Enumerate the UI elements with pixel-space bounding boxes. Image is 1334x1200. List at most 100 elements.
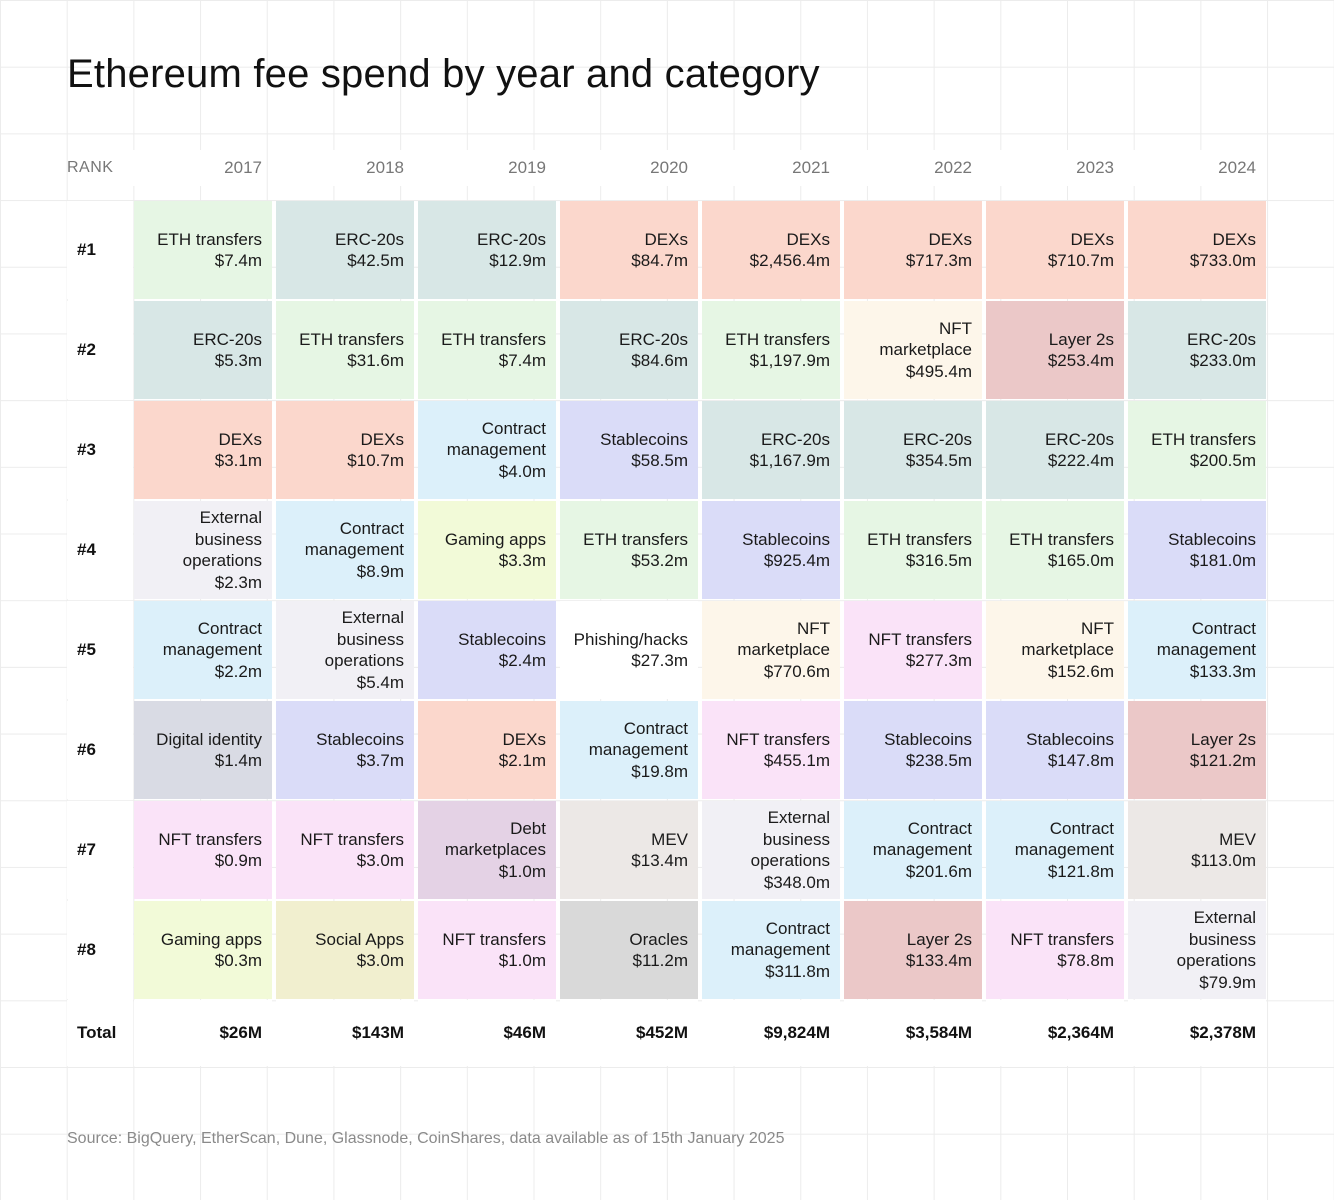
cell-category-label: management — [304, 540, 404, 560]
cell-value: $201.6m — [905, 861, 972, 881]
cell-value: $121.8m — [1047, 861, 1114, 881]
table-cell: DEXs $2,456.4m — [702, 201, 840, 299]
cell-category-label: ERC-20s — [477, 229, 546, 249]
cell-value: $1,167.9m — [749, 451, 830, 470]
total-value: $3,584M — [844, 1000, 982, 1066]
cell-category-label: DEXs — [1212, 229, 1256, 249]
cell-value: $4.0m — [498, 461, 546, 481]
cell-category-label: marketplace — [879, 340, 972, 360]
table-cell: ERC-20s $1,167.9m — [702, 401, 840, 499]
table-cell: ETH transfers $31.6m — [276, 301, 414, 399]
cell-category-label: management — [162, 640, 262, 660]
cell-category-label: ERC-20s — [193, 329, 262, 349]
cell-value: $13.4m — [631, 851, 688, 870]
table-cell: ETH transfers $7.4m — [134, 201, 272, 299]
cell-value: $133.3m — [1189, 661, 1256, 681]
cell-value: $147.8m — [1047, 751, 1114, 770]
cell-value: $222.4m — [1047, 451, 1114, 470]
cell-category-label: External — [341, 608, 404, 627]
cell-category-label: business — [194, 529, 262, 549]
table-cell: ETH transfers $53.2m — [560, 501, 698, 599]
total-value: $452M — [560, 1000, 698, 1066]
year-header: 2022 — [837, 150, 972, 186]
cell-category-label: NFT transfers — [1010, 929, 1114, 949]
cell-category-label: marketplaces — [444, 840, 546, 860]
cell-category-label: operations — [182, 551, 262, 570]
table-cell: NFT transfers $277.3m — [844, 601, 982, 699]
cell-value: $113.0m — [1191, 851, 1256, 870]
cell-category-label: DEXs — [218, 429, 262, 449]
cell-category-label: Layer 2s — [1190, 729, 1256, 749]
source-note: Source: BigQuery, EtherScan, Dune, Glass… — [67, 1130, 785, 1147]
cell-category-label: DEXs — [502, 729, 546, 749]
table-cell: Contract management $8.9m — [276, 501, 414, 599]
cell-category-label: NFT — [938, 318, 972, 338]
table-cell: ERC-20s $233.0m — [1128, 301, 1266, 399]
table-cell: ERC-20s $84.6m — [560, 301, 698, 399]
rank-label: #5 — [67, 601, 133, 699]
cell-category-label: Debt — [510, 818, 546, 838]
total-value: $143M — [276, 1000, 414, 1066]
cell-value: $455.1m — [763, 751, 830, 770]
cell-value: $311.8m — [765, 961, 830, 981]
table-cell: NFT marketplace $495.4m — [844, 301, 982, 399]
year-header: 2023 — [979, 150, 1114, 186]
rank-label: #1 — [67, 201, 133, 299]
table-cell: MEV $13.4m — [560, 801, 698, 899]
cell-category-label: NFT transfers — [158, 829, 262, 849]
cell-category-label: business — [762, 829, 830, 849]
table-cell: Debt marketplaces $1.0m — [418, 801, 556, 899]
cell-category-label: Contract — [197, 618, 262, 638]
table-cell: DEXs $2.1m — [418, 701, 556, 799]
cell-value: $79.9m — [1199, 972, 1256, 992]
cell-value: $27.3m — [631, 651, 688, 670]
cell-value: $2.3m — [214, 572, 262, 592]
cell-value: $7.4m — [214, 251, 262, 270]
table-cell: DEXs $733.0m — [1128, 201, 1266, 299]
cell-category-label: Contract — [481, 418, 546, 438]
cell-value: $7.4m — [498, 351, 546, 370]
rank-column-header: RANK — [67, 159, 114, 176]
table-cell: ETH transfers $1,197.9m — [702, 301, 840, 399]
table-cell: Contract management $311.8m — [702, 901, 840, 999]
table-cell: ERC-20s $354.5m — [844, 401, 982, 499]
cell-category-label: External — [1193, 908, 1256, 927]
cell-value: $121.2m — [1189, 751, 1256, 770]
total-label: Total — [67, 1000, 133, 1066]
cell-value: $354.5m — [905, 451, 972, 470]
table-cell: Stablecoins $147.8m — [986, 701, 1124, 799]
cell-category-label: management — [1014, 840, 1114, 860]
year-header: 2017 — [127, 150, 262, 186]
table-cell: NFT transfers $78.8m — [986, 901, 1124, 999]
rank-label: #6 — [67, 701, 133, 799]
cell-category-label: management — [730, 940, 830, 960]
cell-value: $1.0m — [498, 951, 546, 970]
year-header: 2021 — [695, 150, 830, 186]
cell-value: $770.6m — [763, 661, 830, 681]
table-cell: Contract management $19.8m — [560, 701, 698, 799]
cell-category-label: management — [872, 840, 972, 860]
cell-value: $3.0m — [356, 851, 404, 870]
cell-category-label: Contract — [339, 518, 404, 538]
cell-value: $717.3m — [905, 251, 972, 270]
cell-value: $238.5m — [905, 751, 972, 770]
year-header: 2020 — [553, 150, 688, 186]
table-cell: Contract management $2.2m — [134, 601, 272, 699]
table-cell: DEXs $10.7m — [276, 401, 414, 499]
cell-category-label: marketplace — [737, 640, 830, 660]
table-cell: External business operations $79.9m — [1128, 901, 1266, 999]
cell-value: $2.1m — [498, 751, 546, 770]
cell-category-label: DEXs — [928, 229, 972, 249]
table-cell: ERC-20s $42.5m — [276, 201, 414, 299]
cell-category-label: Contract — [1049, 818, 1114, 838]
cell-category-label: ETH transfers — [441, 329, 546, 349]
table-cell: DEXs $3.1m — [134, 401, 272, 499]
year-header: 2019 — [411, 150, 546, 186]
total-value: $26M — [134, 1000, 272, 1066]
cell-category-label: NFT transfers — [442, 929, 546, 949]
table-cell: External business operations $5.4m — [276, 601, 414, 699]
table-cell: Layer 2s $253.4m — [986, 301, 1124, 399]
cell-category-label: Contract — [907, 818, 972, 838]
cell-category-label: ETH transfers — [725, 329, 830, 349]
cell-category-label: Stablecoins — [458, 629, 546, 649]
